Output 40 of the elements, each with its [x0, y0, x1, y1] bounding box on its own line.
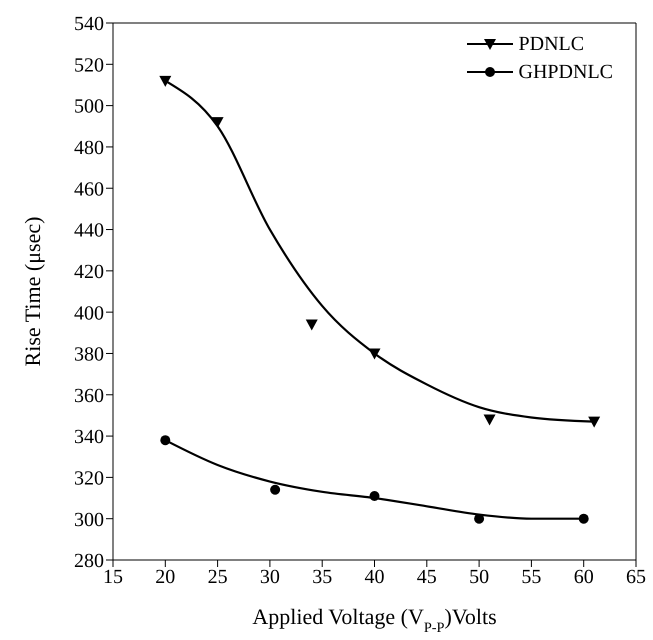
- y-tick-label: 320: [74, 467, 104, 490]
- point: [159, 76, 172, 87]
- y-tick-label: 540: [74, 13, 104, 36]
- x-tick-label: 50: [469, 566, 490, 588]
- point: [306, 320, 318, 331]
- point: [270, 484, 280, 495]
- point: [588, 416, 600, 428]
- y-tick-label: 340: [74, 426, 104, 448]
- x-tick-label: 55: [521, 566, 542, 588]
- y-tick-label: 500: [74, 96, 104, 118]
- x-tick-label: 40: [364, 566, 384, 588]
- y-tick-label: 480: [74, 137, 104, 160]
- y-tick-label: 400: [74, 302, 104, 324]
- point: [578, 514, 589, 524]
- point: [370, 490, 380, 501]
- legend-label: GHPDNLC: [518, 60, 613, 84]
- point: [160, 435, 170, 446]
- point: [368, 348, 380, 360]
- y-tick-label: 460: [74, 178, 104, 200]
- y-tick-label: 380: [74, 344, 104, 366]
- x-axis-title: Applied Voltage (V$_{P-P}$)Volts: [252, 604, 497, 636]
- y-axis-title: Rise Time (μsec): [20, 216, 45, 366]
- point: [212, 117, 224, 128]
- x-tick-label: 30: [260, 566, 280, 588]
- x-tick-label: 45: [416, 566, 437, 588]
- y-tick-label: 300: [74, 508, 104, 531]
- x-tick-label: 60: [574, 566, 594, 588]
- point: [474, 514, 484, 524]
- point: [484, 414, 496, 426]
- x-tick-label: 15: [103, 566, 123, 588]
- x-tick-label: 25: [208, 566, 228, 588]
- x-tick-label: 20: [155, 566, 176, 588]
- y-tick-label: 360: [74, 384, 104, 407]
- x-tick-label: 35: [312, 566, 332, 588]
- legend-label: PDNLC: [518, 32, 584, 56]
- y-tick-label: 420: [74, 260, 104, 283]
- y-tick-label: 280: [74, 550, 104, 572]
- x-tick-label: 65: [626, 566, 646, 588]
- y-tick-label: 520: [74, 54, 104, 76]
- y-tick-label: 440: [74, 220, 104, 242]
